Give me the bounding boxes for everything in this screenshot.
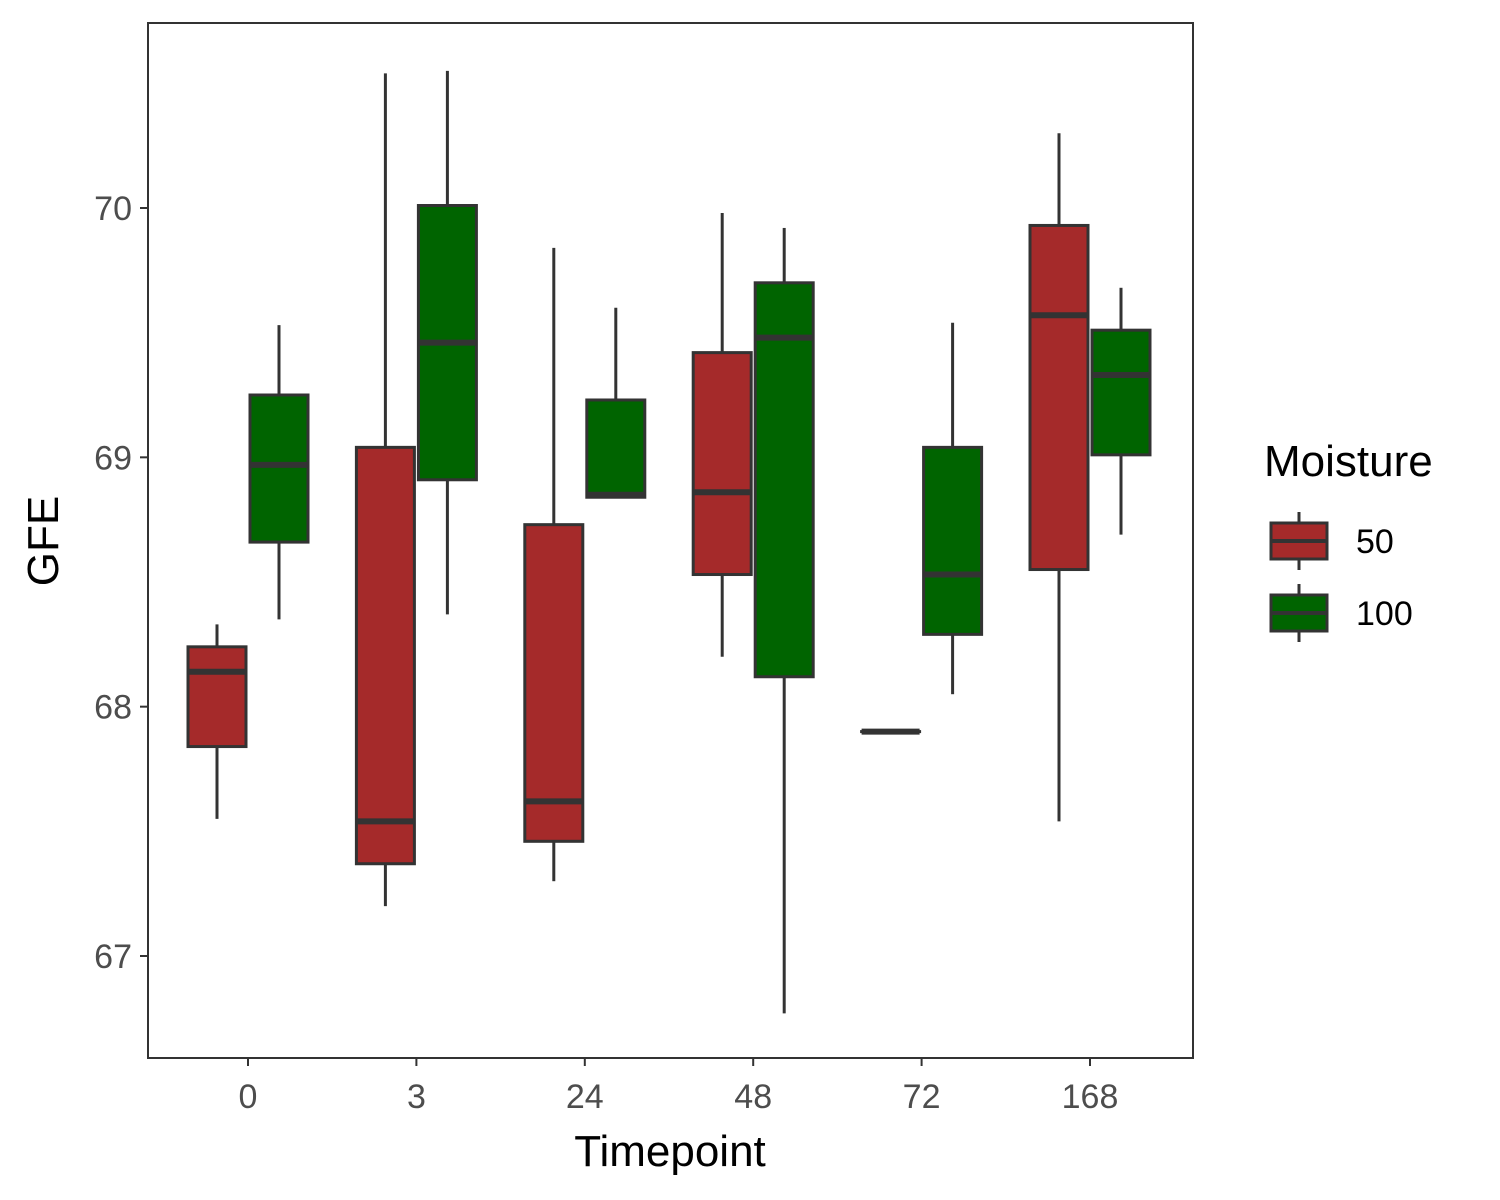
box-50-48 [691, 212, 753, 657]
box-body [753, 281, 815, 679]
y-tick-label: 70 [94, 190, 132, 228]
box-body [1090, 328, 1152, 457]
box-body [186, 645, 248, 749]
box-body [1028, 223, 1090, 572]
box-body [248, 393, 310, 544]
box-100-72 [922, 322, 984, 695]
box-50-24 [523, 247, 585, 882]
legend-item-50: 50 [1269, 512, 1394, 570]
legend-title: Moisture [1264, 437, 1433, 486]
plot-layer [186, 70, 1152, 1014]
panel-border [147, 22, 1194, 1059]
box-body [523, 523, 585, 843]
x-tick-label: 0 [239, 1078, 258, 1116]
x-tick-label: 168 [1062, 1078, 1119, 1116]
box-100-168 [1090, 287, 1152, 535]
y-axis-title: GFE [19, 496, 68, 586]
legend-item-100: 100 [1269, 584, 1413, 642]
x-tick-label: 48 [734, 1078, 772, 1116]
box-50-168 [1028, 133, 1090, 822]
box-100-0 [248, 325, 310, 620]
box-100-24 [585, 307, 647, 499]
y-tick-label: 68 [94, 689, 132, 727]
x-tick-label: 3 [407, 1078, 426, 1116]
y-tick-label: 67 [94, 938, 132, 976]
y-tick-label: 69 [94, 439, 132, 477]
box-body [585, 398, 647, 499]
box-50-0 [186, 624, 248, 819]
y-axis: 67 68 69 70 [94, 190, 148, 976]
legend-label: 50 [1356, 523, 1394, 561]
box-body [922, 445, 984, 636]
x-axis-title: Timepoint [574, 1127, 766, 1176]
legend: Moisture 50 100 [1264, 437, 1433, 642]
box-100-48 [753, 227, 815, 1014]
x-tick-label: 24 [566, 1078, 604, 1116]
legend-label: 100 [1356, 595, 1413, 633]
x-axis: 0 3 24 48 72 168 [239, 1058, 1119, 1116]
box-body [354, 445, 416, 866]
x-tick-label: 72 [903, 1078, 941, 1116]
box-body [691, 351, 753, 577]
box-50-3 [354, 73, 416, 907]
box-100-3 [416, 70, 478, 615]
